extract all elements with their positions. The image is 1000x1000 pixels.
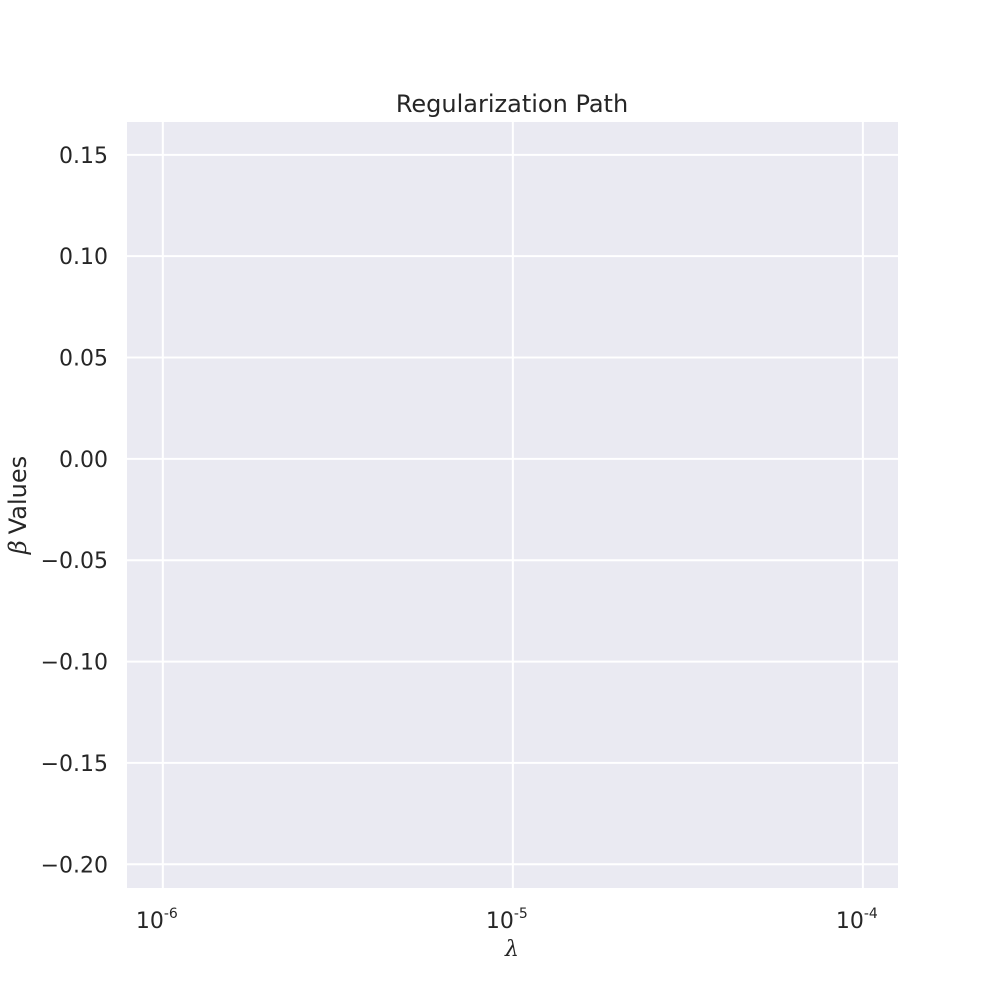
y-tick-label: −0.10 (41, 651, 108, 676)
y-tick-label: −0.20 (41, 853, 108, 878)
y-axis-label: β Values (4, 456, 32, 555)
x-tick-label: 10-5 (486, 906, 528, 934)
chart-title: Regularization Path (396, 90, 628, 118)
y-tick-label: −0.15 (41, 752, 108, 777)
x-tick-label: 10-6 (136, 906, 178, 934)
y-tick-label: 0.00 (59, 448, 108, 473)
y-tick-label: 0.05 (59, 347, 108, 372)
x-axis-label: λ (504, 937, 519, 962)
y-axis-label-text: Values (4, 456, 32, 534)
y-axis-label-symbol: β (4, 540, 32, 555)
y-tick-label: 0.15 (59, 144, 108, 169)
x-tick-label: 10-4 (836, 906, 878, 934)
y-tick-label: −0.05 (41, 549, 108, 574)
y-tick-label: 0.10 (59, 245, 108, 270)
x-tick-labels: 10-6 10-5 10-4 (136, 906, 878, 934)
grid (127, 122, 898, 888)
y-tick-labels: 0.15 0.10 0.05 0.00 −0.05 −0.10 −0.15 −0.20 (41, 144, 108, 878)
